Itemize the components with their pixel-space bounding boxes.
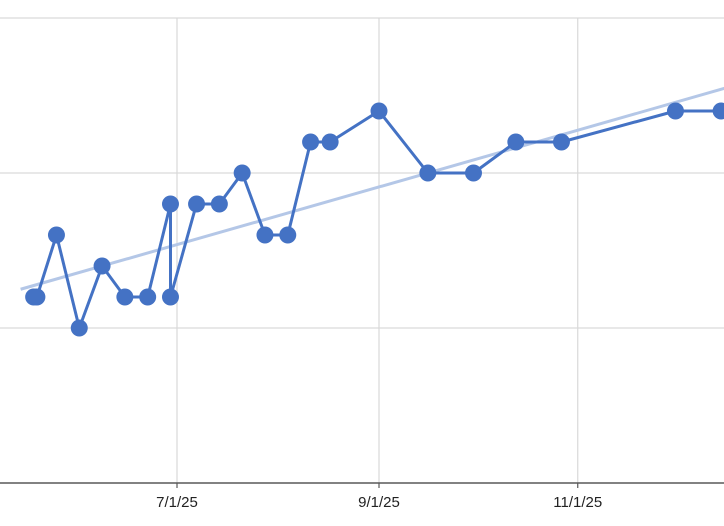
x-tick-label: 9/1/25 (358, 494, 400, 511)
data-point (321, 133, 339, 151)
data-point (712, 102, 724, 120)
data-point (161, 288, 179, 306)
data-point (666, 102, 684, 120)
trendline-layer (20, 86, 724, 291)
data-point (233, 164, 251, 182)
data-point (116, 288, 134, 306)
data-point (419, 164, 437, 182)
data-point (47, 226, 65, 244)
data-point (464, 164, 482, 182)
data-point (161, 195, 179, 213)
data-point (188, 195, 206, 213)
x-tick-label: 7/1/25 (156, 494, 198, 511)
x-tick-label: 11/1/25 (553, 494, 602, 511)
data-point (552, 133, 570, 151)
data-point (139, 288, 157, 306)
data-point (210, 195, 228, 213)
data-point (279, 226, 297, 244)
series-layer (25, 102, 724, 337)
data-point (28, 288, 46, 306)
data-point (370, 102, 388, 120)
data-point (93, 257, 111, 275)
trendline (20, 86, 724, 291)
x-axis: 7/1/25 9/1/25 11/1/25 (0, 482, 724, 511)
data-point (70, 319, 88, 337)
data-point (256, 226, 274, 244)
data-point (302, 133, 320, 151)
gridlines (0, 17, 724, 483)
data-point (507, 133, 525, 151)
